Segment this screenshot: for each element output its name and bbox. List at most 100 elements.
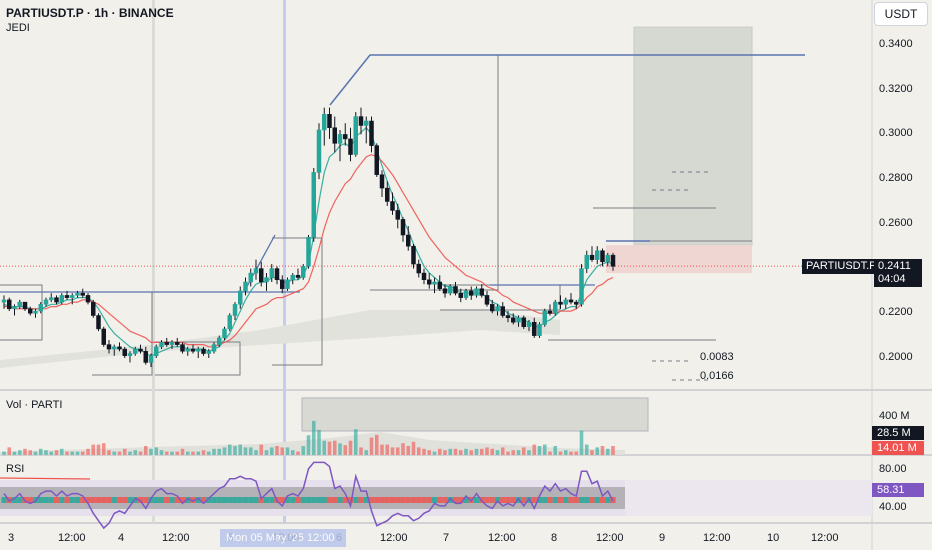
structure-box-5 xyxy=(370,54,499,291)
candles xyxy=(1,107,616,367)
momentum-cell xyxy=(290,497,296,503)
last-price-badge: 0.2411 04:04 xyxy=(874,259,922,287)
time-tick: 12:00 xyxy=(380,532,408,544)
momentum-cell xyxy=(431,497,438,503)
volume-bar xyxy=(175,451,180,455)
rsi-value-badge: 58.31 xyxy=(872,483,924,497)
time-tick: 3 xyxy=(8,532,15,544)
price-tick: 0.2000 xyxy=(879,351,913,363)
candle xyxy=(374,143,379,177)
volume-bar xyxy=(259,444,264,455)
candle xyxy=(269,264,274,282)
momentum-cell xyxy=(48,497,54,503)
structure-box-3 xyxy=(155,341,241,376)
volume-bar xyxy=(422,448,426,455)
candle xyxy=(243,277,248,296)
momentum-cell xyxy=(531,497,537,503)
volume-bar xyxy=(558,451,563,455)
momentum-cell xyxy=(284,497,291,503)
crosshair-vertical xyxy=(283,0,286,523)
candle xyxy=(85,293,91,305)
momentum-cell xyxy=(127,497,133,503)
rsi-pane-drawing xyxy=(0,461,872,530)
volume-bar xyxy=(569,451,573,455)
volume-bar xyxy=(86,448,90,455)
candle xyxy=(343,123,348,146)
last-price-value: 0.2411 xyxy=(878,260,911,272)
volume-bar xyxy=(206,451,211,455)
candle xyxy=(563,297,568,309)
volume-bar xyxy=(17,450,22,455)
momentum-cell xyxy=(326,497,333,503)
time-tick: 12:00 xyxy=(162,532,190,544)
candle xyxy=(337,129,343,162)
volume-bar xyxy=(343,445,348,455)
momentum-cell xyxy=(447,497,453,503)
volume-bar xyxy=(479,448,484,455)
momentum-cell xyxy=(80,497,86,503)
volume-bar xyxy=(359,447,363,455)
candle xyxy=(280,275,285,294)
candle xyxy=(75,290,80,298)
volume-bar xyxy=(516,450,521,455)
momentum-cell xyxy=(195,497,201,503)
candle xyxy=(348,127,353,162)
candle xyxy=(70,293,75,305)
candle xyxy=(484,290,490,307)
momentum-cell xyxy=(515,497,522,503)
crosshair-time-label: Mon 05 May '25 12:00 xyxy=(220,529,346,547)
volume-bar xyxy=(542,444,547,455)
momentum-cell xyxy=(206,497,212,503)
candle xyxy=(28,306,33,316)
candle xyxy=(469,286,474,300)
candle xyxy=(180,342,185,354)
volume-bar xyxy=(532,444,537,455)
momentum-cell xyxy=(594,497,600,503)
volume-bar xyxy=(527,450,531,455)
momentum-cell xyxy=(452,497,459,503)
price-tick: 0.2200 xyxy=(879,306,913,319)
momentum-cell xyxy=(221,497,228,503)
volume-bar xyxy=(44,450,48,455)
candle xyxy=(589,246,595,262)
candle xyxy=(495,304,500,316)
momentum-cell xyxy=(316,497,322,503)
candle xyxy=(379,170,385,198)
bar-countdown: 04:04 xyxy=(878,273,906,285)
volume-bar xyxy=(222,447,227,455)
candle xyxy=(595,246,600,265)
rsi-divergence-line xyxy=(0,477,91,480)
volume-bar xyxy=(122,448,127,455)
volume-bar xyxy=(563,450,568,455)
momentum-cell xyxy=(321,497,327,503)
candle xyxy=(22,301,28,312)
momentum-cell xyxy=(416,497,422,503)
momentum-cell xyxy=(111,497,117,503)
time-tick: 12:00 xyxy=(488,532,516,544)
price-tick: 0.2800 xyxy=(879,172,913,185)
volume-average-badge: 14.01 M xyxy=(872,441,924,455)
momentum-cell xyxy=(85,497,91,503)
candle xyxy=(54,295,59,305)
momentum-cell xyxy=(269,497,275,503)
volume-bar xyxy=(33,451,38,455)
candle xyxy=(117,342,122,352)
volume-bar xyxy=(474,448,479,455)
momentum-cell xyxy=(578,497,585,503)
volume-bar xyxy=(233,446,237,455)
momentum-cell xyxy=(426,497,432,503)
candle xyxy=(91,299,96,318)
volume-bar xyxy=(12,451,17,455)
value-area-band xyxy=(0,310,560,368)
momentum-cell xyxy=(484,497,490,503)
currency-button[interactable]: USDT xyxy=(874,2,928,26)
volume-bar xyxy=(54,450,59,455)
volume-bar xyxy=(159,450,164,455)
volume-bar xyxy=(91,444,96,455)
momentum-cell xyxy=(421,497,427,503)
volume-bar xyxy=(75,451,80,455)
volume-bar xyxy=(579,430,584,455)
momentum-cell xyxy=(300,497,306,503)
candle xyxy=(232,302,238,320)
